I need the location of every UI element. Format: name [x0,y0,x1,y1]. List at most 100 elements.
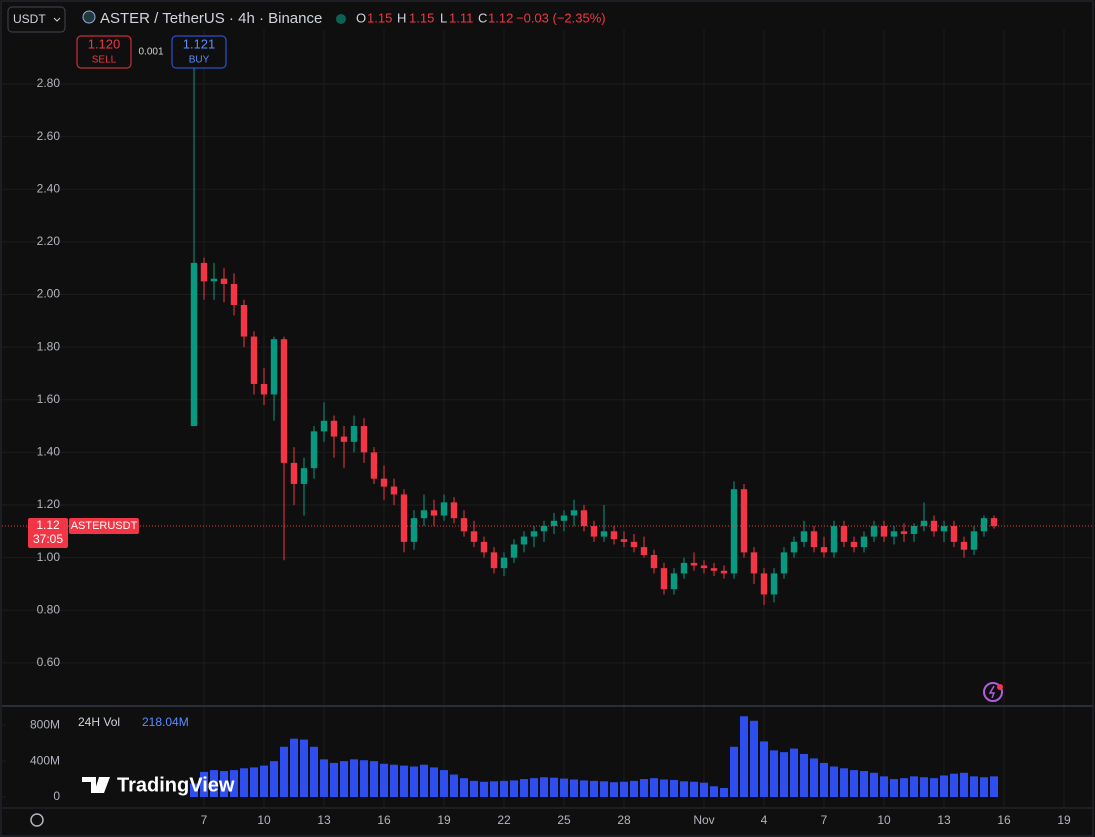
volume-bar [930,778,938,797]
symbol-selector-label: USDT [13,12,46,26]
logo-mark [82,777,110,793]
x-tick-label: 13 [317,813,331,827]
spread: 0.001 [138,47,163,58]
candle-body [370,452,378,479]
alert-bolt [988,685,996,699]
volume-bar [400,765,408,797]
volume-bar [380,763,388,797]
ohlc-value: 1.12 [488,10,513,25]
volume-bar [300,739,308,797]
volume-value: 218.04M [142,715,189,729]
volume-bar [200,771,208,797]
volume-bar [960,772,968,797]
candle-body [710,568,718,571]
x-tick-label: 19 [1057,813,1071,827]
volume-bar [240,768,248,797]
volume-bar [290,738,298,797]
candle-body [500,557,508,569]
volume-bar [390,764,398,797]
candle-body [910,526,918,534]
volume-bar [830,766,838,797]
symbol-tag [69,518,139,535]
candle-body [400,494,408,542]
ohlc-value: 1.11 [449,10,473,25]
candle-body [310,431,318,469]
y-tick-label: 1.20 [37,497,61,511]
candle-body [240,305,248,337]
volume-bar [700,782,708,797]
candle-body [880,526,888,537]
candle-body [660,568,668,590]
candle-body [920,520,928,527]
candle-body [700,565,708,569]
x-tick-label: 13 [937,813,951,827]
volume-bar [770,750,778,797]
buy-button[interactable] [171,35,227,69]
y-tick-label: 0.80 [37,602,61,616]
volume-bar [590,780,598,797]
volume-bar [580,780,588,797]
price-tag [28,518,68,549]
y-tick-label: 2.60 [37,129,61,143]
volume-bar [490,781,498,797]
x-tick-label: 19 [437,813,451,827]
volume-bar [660,779,668,797]
settings-icon[interactable] [30,813,44,827]
candle-body [190,262,198,427]
candle-body [840,526,848,542]
volume-bar [720,788,728,797]
candle-body [730,489,738,574]
ohlc-key: C [478,10,487,25]
volume-bar [670,779,678,797]
candle-body [590,526,598,537]
candle-body [330,420,338,437]
candle-body [470,531,478,542]
volume-bar [410,766,418,797]
volume-bar [270,761,278,797]
symbol-selector[interactable] [7,6,66,33]
volume-bar [900,778,908,797]
grid [2,30,1093,807]
volume-bar [990,776,998,797]
volume-bar [970,776,978,797]
candle-body [360,426,368,453]
symbol-tag-label: ASTERUSDT [71,520,138,532]
candle-body [860,536,868,548]
y-tick-label: 1.40 [37,445,61,459]
candle-body [290,462,298,484]
candle-body [830,526,838,553]
sell-price: 1.120 [88,36,121,51]
volume-bar [630,780,638,797]
candle-body [560,515,568,521]
buy-label: BUY [189,55,210,66]
sell-button[interactable] [76,35,132,69]
y-tick-label: 800M [30,717,60,731]
candle-body [210,278,218,282]
candle-body [510,544,518,558]
volume-bar [620,781,628,797]
volume-bar [570,779,578,797]
candle-body [200,262,208,282]
volume-bar [520,779,528,797]
overlay: 1.12 37:05 ASTERUSDT [28,518,139,549]
x-tick-label: Nov [693,813,714,827]
price-tag-value: 1.12 [36,518,60,532]
ohlc-value: 1.15 [409,10,434,25]
volume-bar [230,770,238,797]
alert-icon[interactable] [983,682,1003,702]
volume-bar [530,778,538,797]
candle-body [640,547,648,555]
volume-bar [600,781,608,797]
candle-body [230,283,238,305]
volume-bar [350,759,358,797]
volume-bar [750,720,758,797]
volume-bar [860,770,868,797]
candle-body [280,339,288,463]
candle-body [950,526,958,542]
candle-body [480,541,488,553]
candle-body [820,547,828,553]
x-tick-label: 16 [997,813,1011,827]
